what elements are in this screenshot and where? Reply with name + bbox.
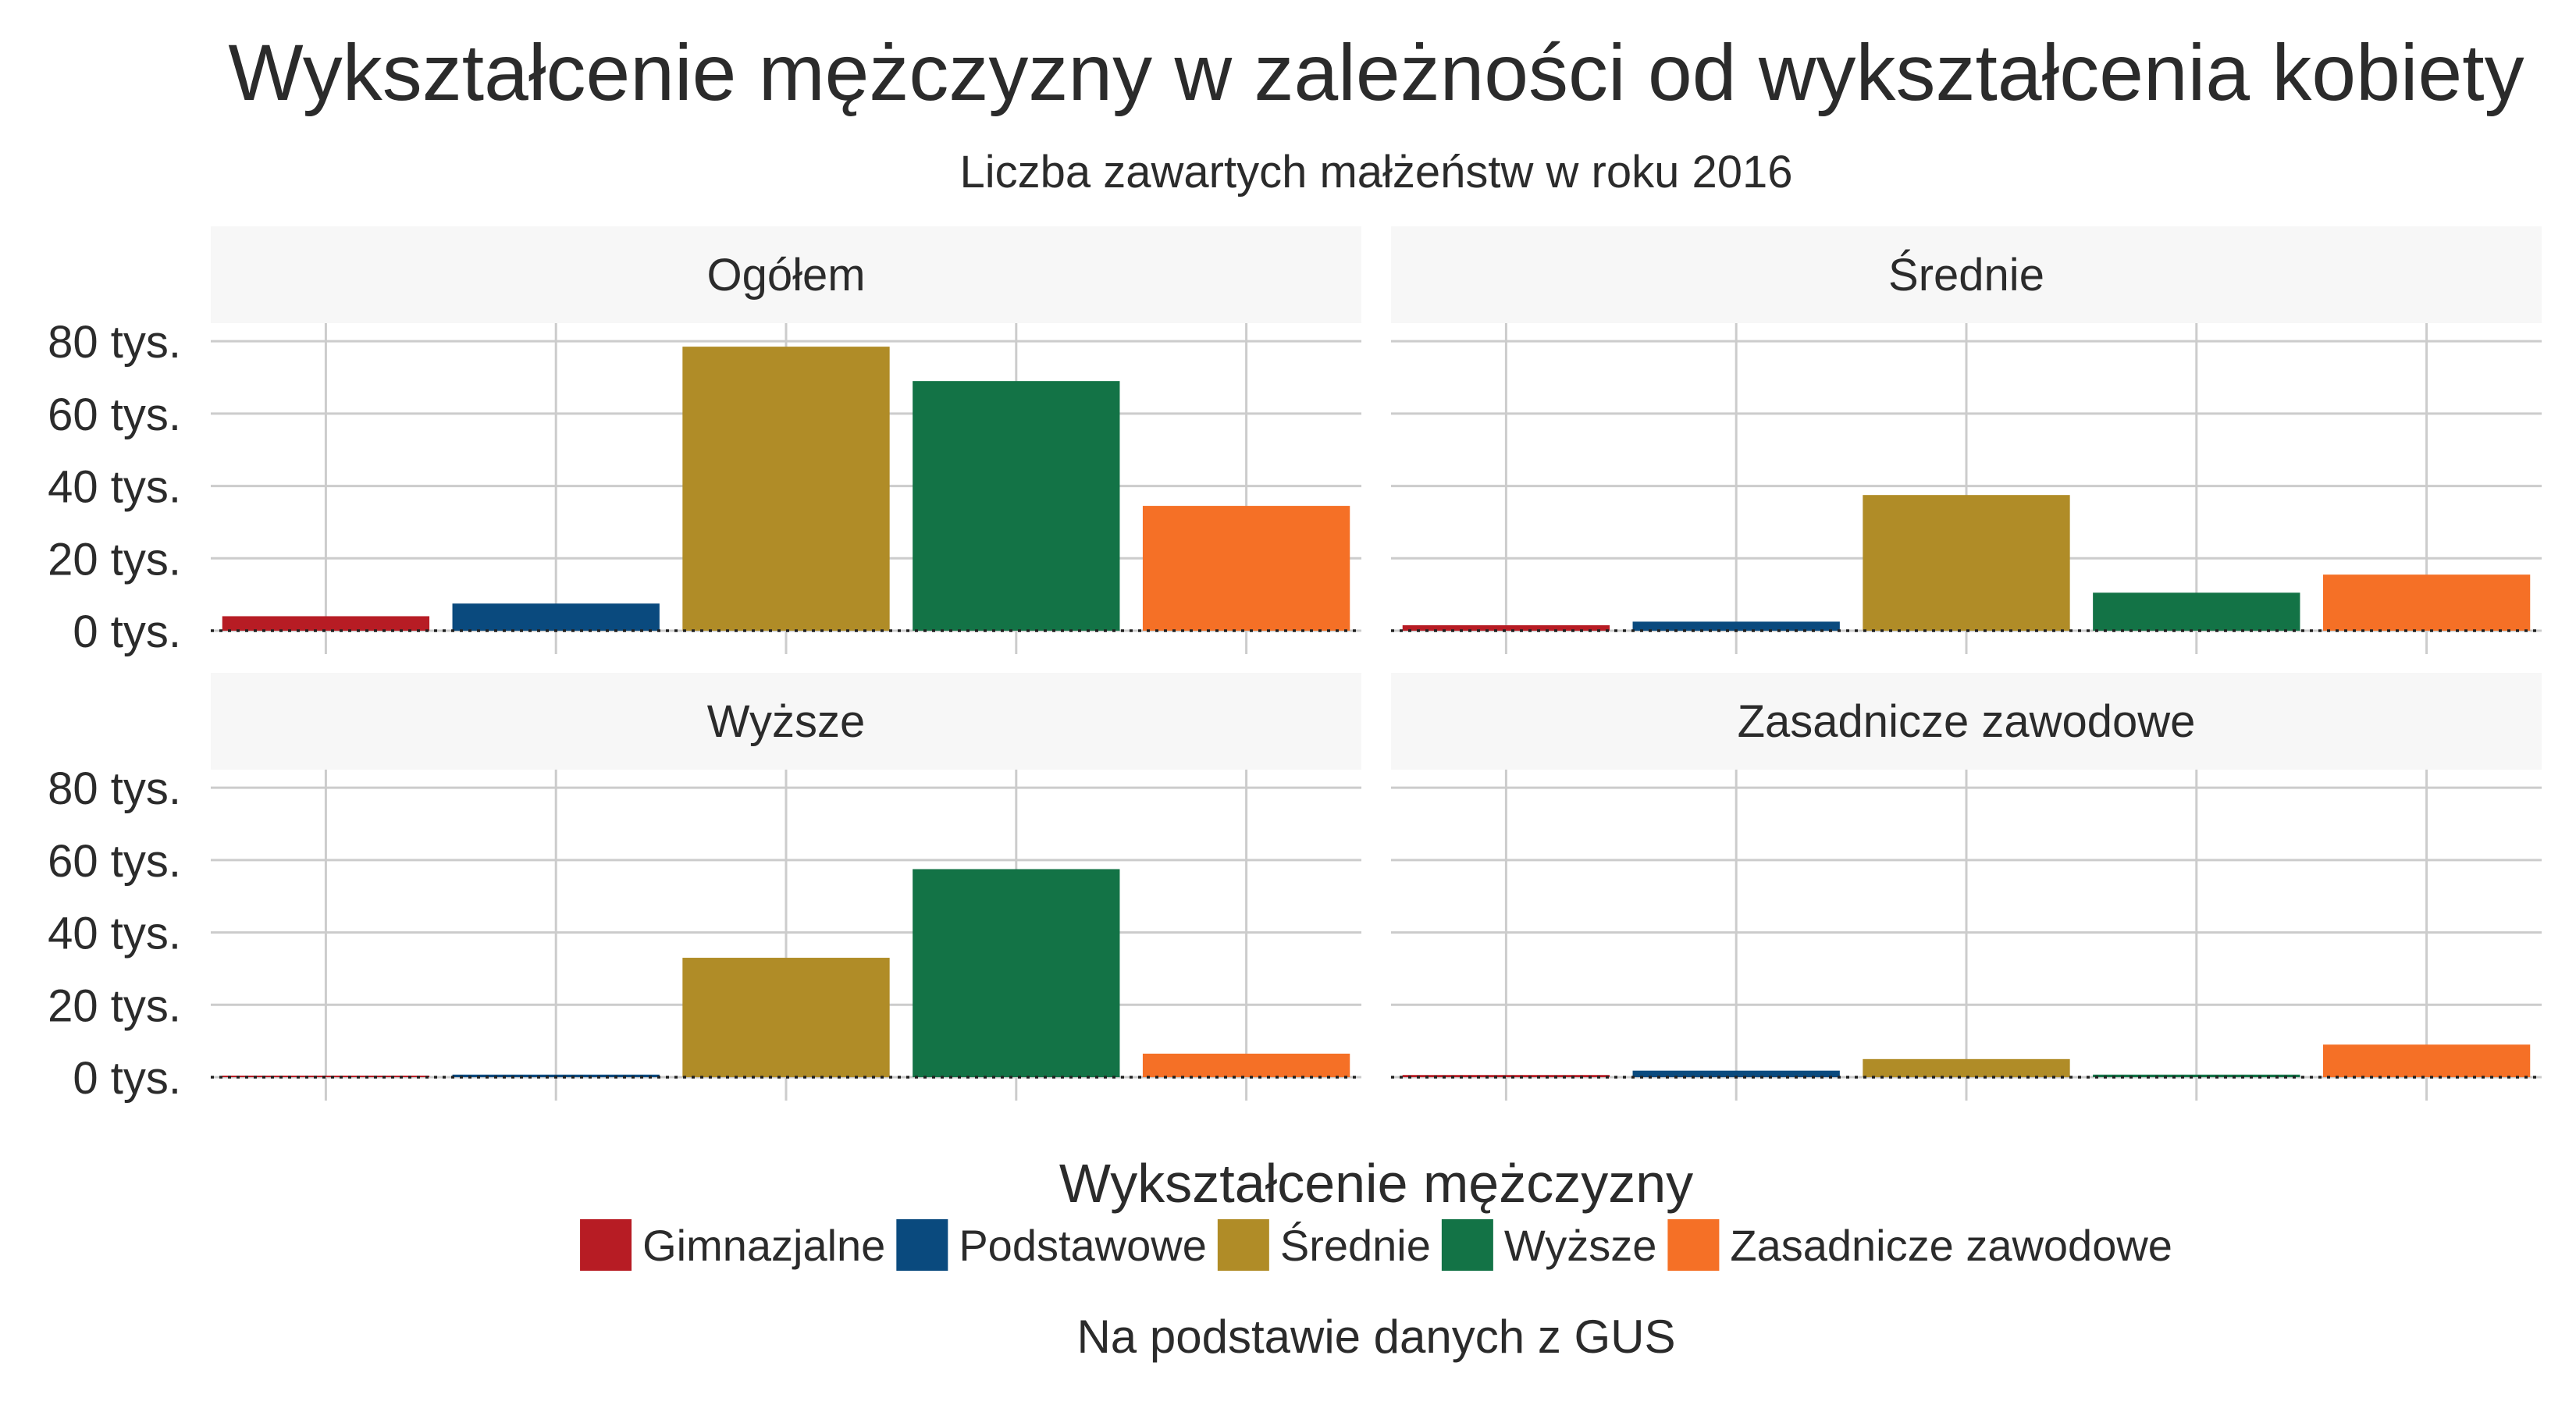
y-tick-label: 0 tys.	[73, 1053, 181, 1104]
legend-swatch	[580, 1219, 632, 1271]
bar	[682, 958, 890, 1077]
bar	[1142, 1053, 1350, 1077]
bar	[2093, 592, 2300, 631]
y-tick-label: 40 tys.	[48, 462, 181, 513]
legend-swatch	[1667, 1219, 1720, 1271]
bar	[1402, 625, 1610, 631]
legend-item: Średnie	[1217, 1219, 1431, 1271]
facet-strip-label: Średnie	[1888, 250, 2044, 301]
facet-strip-label: Zasadnicze zawodowe	[1738, 696, 2196, 747]
legend-title: Wykształcenie mężczyzny	[1059, 1153, 1693, 1214]
legend-label: Wyższe	[1504, 1221, 1657, 1270]
chart-subtitle: Liczba zawartych małżeństw w roku 2016	[959, 147, 1792, 197]
facet-strip	[211, 226, 1361, 323]
y-tick-label: 60 tys.	[48, 389, 181, 440]
facet-strip	[1391, 673, 2542, 770]
legend-item: Podstawowe	[896, 1219, 1207, 1271]
legend-swatch	[1441, 1219, 1493, 1271]
bar	[1402, 1075, 1610, 1077]
facet-strip-label: Wyższe	[707, 696, 866, 747]
facet-panel: Zasadnicze zawodowe	[1391, 673, 2542, 1101]
legend-label: Gimnazjalne	[642, 1221, 885, 1270]
legend-item: Zasadnicze zawodowe	[1667, 1219, 2172, 1271]
bar	[913, 869, 1120, 1077]
bar	[452, 603, 660, 631]
bar	[2093, 1074, 2300, 1077]
bar	[1863, 495, 2070, 631]
bar	[682, 347, 890, 631]
bar	[2322, 574, 2531, 631]
facet-strip-label: Ogółem	[706, 250, 865, 301]
legend-swatch	[896, 1219, 948, 1271]
bar	[1632, 1070, 1840, 1077]
chart-caption: Na podstawie danych z GUS	[1076, 1311, 1675, 1363]
bar	[2322, 1044, 2531, 1077]
facet-panel: Ogółem 0 tys. 20 tys. 40 tys. 60 tys. 80 tys.	[48, 226, 1361, 657]
facet-panels: Ogółem 0 tys. 20 tys. 40 tys. 60 tys. 80 tys.…	[48, 226, 2542, 1104]
y-tick-label: 0 tys.	[73, 606, 181, 657]
bar	[1863, 1058, 2070, 1077]
bar	[1632, 621, 1840, 631]
facet-panel: Średnie	[1391, 226, 2542, 654]
legend-label: Zasadnicze zawodowe	[1730, 1221, 2172, 1270]
bar	[222, 616, 430, 631]
chart-title: Wykształcenie mężczyzny w zależności od …	[228, 28, 2524, 117]
bar	[913, 381, 1120, 631]
legend-item: Wyższe	[1441, 1219, 1657, 1271]
legend-swatch	[1217, 1219, 1269, 1271]
bar	[222, 1076, 430, 1077]
y-tick-label: 20 tys.	[48, 980, 181, 1031]
facet-strip	[1391, 226, 2542, 323]
y-tick-label: 80 tys.	[48, 317, 181, 368]
facet-panel: Wyższe 0 tys. 20 tys. 40 tys. 60 tys. 80 tys.	[48, 673, 1361, 1104]
y-tick-label: 20 tys.	[48, 534, 181, 585]
y-tick-label: 80 tys.	[48, 763, 181, 814]
legend-item: Gimnazjalne	[580, 1219, 885, 1271]
bar	[1142, 506, 1350, 631]
y-tick-label: 60 tys.	[48, 836, 181, 887]
legend-label: Średnie	[1280, 1221, 1431, 1270]
legend-label: Podstawowe	[959, 1221, 1207, 1270]
legend: Gimnazjalne Podstawowe Średnie Wyższe Zasadn…	[580, 1219, 2172, 1271]
facet-strip	[211, 673, 1361, 770]
y-tick-label: 40 tys.	[48, 909, 181, 959]
